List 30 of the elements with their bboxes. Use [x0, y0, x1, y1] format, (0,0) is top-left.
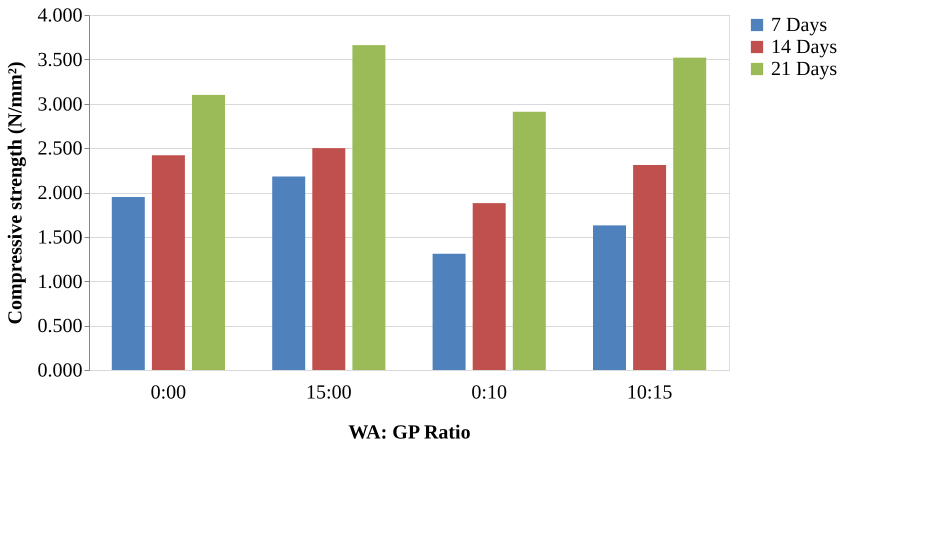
- bar: [512, 112, 546, 370]
- y-tick-label: 0.500: [38, 315, 82, 338]
- y-tick-label: 2.500: [38, 138, 82, 160]
- bar: [432, 254, 466, 370]
- bar: [312, 148, 346, 370]
- y-tick-label: 2.000: [38, 182, 82, 204]
- y-tick-label: 1.000: [38, 270, 82, 293]
- legend-label: 21 Days: [771, 58, 838, 80]
- legend-label: 7 Days: [771, 14, 828, 36]
- y-tick-label: 3.000: [38, 93, 82, 116]
- bar: [472, 203, 506, 370]
- bar: [633, 164, 666, 370]
- x-axis-title: WA: GP Ratio: [348, 422, 471, 444]
- x-tick-label: 10:15: [626, 382, 672, 404]
- y-tick-label: 4.000: [38, 4, 82, 26]
- x-tick-label: 15:00: [306, 382, 352, 404]
- y-tick-label: 3.500: [38, 48, 82, 71]
- y-tick-label: 1.500: [38, 226, 82, 248]
- x-tick-label: 0:10: [471, 382, 507, 404]
- bar: [352, 45, 386, 370]
- bar: [272, 176, 306, 370]
- bar: [192, 94, 225, 370]
- x-tick-label: 0:00: [150, 382, 186, 404]
- legend-label: 14 Days: [771, 36, 838, 58]
- y-tick-label: 0.000: [38, 360, 82, 382]
- y-axis-title: Compressive strength (N/mm²): [4, 62, 26, 324]
- bar: [673, 58, 706, 370]
- bar: [593, 225, 626, 370]
- bar: [152, 155, 185, 370]
- bar: [112, 196, 145, 370]
